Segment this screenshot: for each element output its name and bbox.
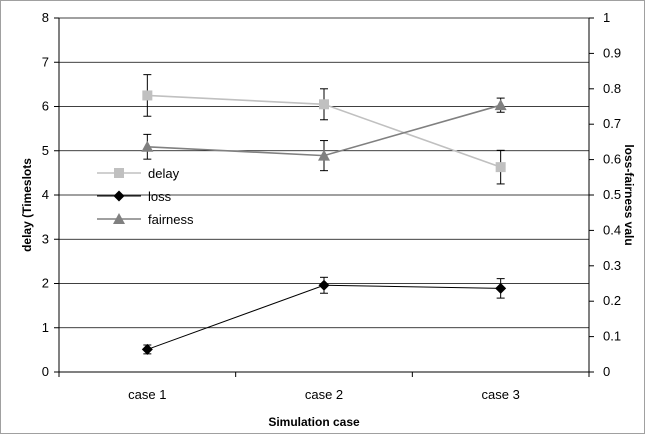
y-left-tick-label: 8 — [42, 10, 49, 25]
y-left-axis-title: delay (Timeslots — [20, 158, 34, 252]
legend-marker-loss — [113, 190, 125, 202]
legend-label: loss — [148, 189, 172, 204]
legend-label: delay — [148, 166, 180, 181]
y-right-tick-label: 1 — [603, 10, 610, 25]
y-right-tick-label: 0.1 — [603, 329, 621, 344]
legend-marker-delay — [114, 168, 124, 178]
y-left-tick-label: 1 — [42, 320, 49, 335]
x-tick-label: case 1 — [128, 387, 166, 402]
y-right-axis-title: loss-fairness valu — [622, 144, 636, 245]
y-right-tick-label: 0.8 — [603, 81, 621, 96]
y-right-tick-label: 0.4 — [603, 222, 621, 237]
series-line-loss — [147, 284, 501, 350]
series — [141, 74, 507, 355]
y-left-tick-label: 5 — [42, 143, 49, 158]
data-point-fairness — [494, 99, 507, 111]
data-point-delay — [495, 162, 506, 173]
y-right-tick-label: 0.5 — [603, 187, 621, 202]
axes: 0 1 2 3 4 5 6 7 8 0 0.1 0.2 0.3 0.4 0.5 0.6 0.7 0.8 0.9 1 ca… — [42, 10, 621, 402]
x-tick-label: case 2 — [305, 387, 343, 402]
y-left-tick-label: 3 — [42, 231, 49, 246]
x-axis-title: Simulation case — [268, 415, 360, 429]
data-point-fairness — [141, 140, 154, 152]
y-right-tick-label: 0 — [603, 364, 610, 379]
data-point-loss — [141, 343, 153, 355]
legend-label: fairness — [148, 212, 194, 227]
data-point-loss — [495, 282, 507, 294]
y-right-tick-label: 0.3 — [603, 258, 621, 273]
y-right-tick-label: 0.7 — [603, 116, 621, 131]
y-left-tick-label: 0 — [42, 364, 49, 379]
legend: delay loss fairness — [97, 166, 194, 227]
labels: Simulation case delay (Timeslots loss-fair… — [20, 144, 636, 429]
y-right-tick-label: 0.9 — [603, 45, 621, 60]
data-point-fairness — [318, 149, 330, 161]
y-left-tick-label: 4 — [42, 187, 49, 202]
y-left-tick-label: 7 — [42, 54, 49, 69]
y-left-tick-label: 2 — [42, 276, 49, 291]
y-right-tick-label: 0.2 — [603, 293, 621, 308]
y-right-tick-label: 0.6 — [603, 152, 621, 167]
y-left-tick-label: 6 — [42, 99, 49, 114]
legend-marker-fairness — [113, 213, 125, 224]
x-tick-label: case 3 — [482, 387, 520, 402]
data-point-delay — [142, 90, 153, 101]
data-point-loss — [318, 279, 330, 291]
data-point-delay — [319, 99, 329, 110]
